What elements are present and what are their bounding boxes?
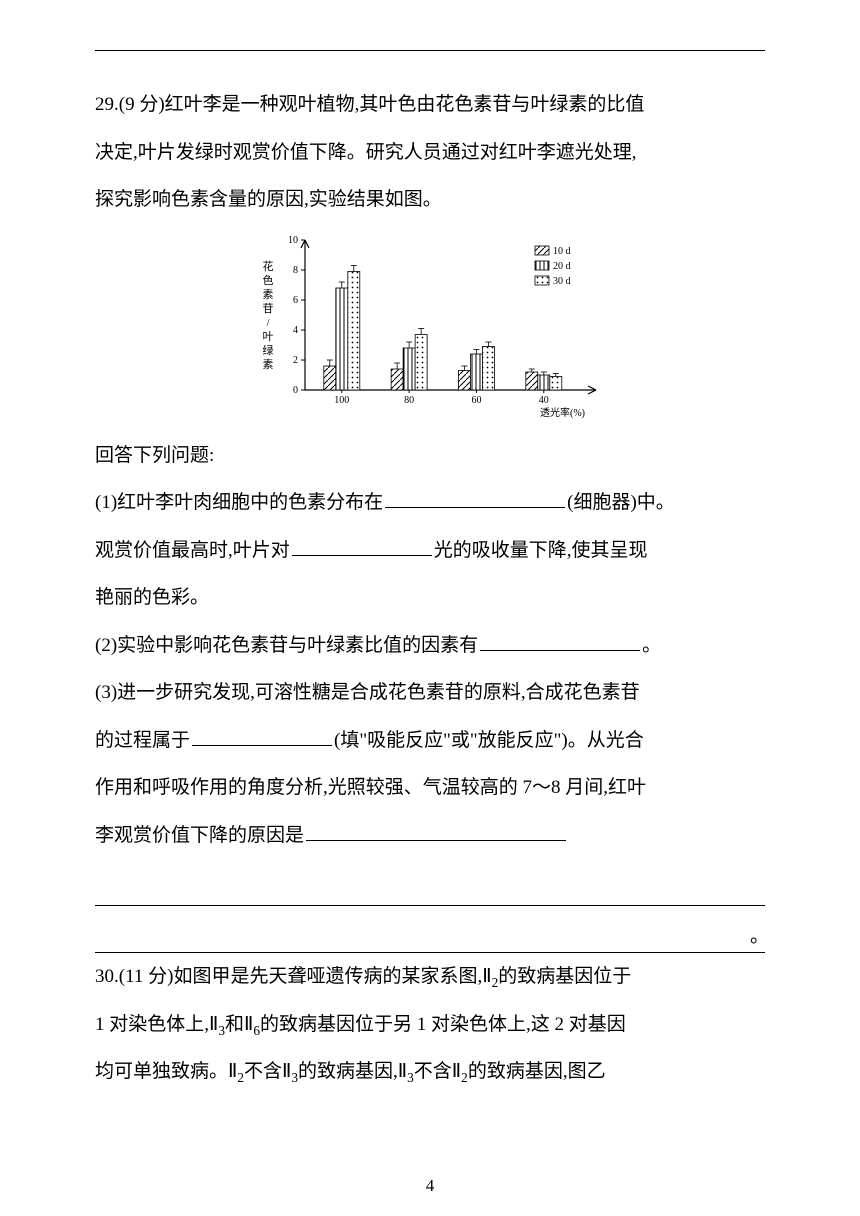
- svg-text:素: 素: [263, 358, 274, 371]
- q30-l3c: 的致病基因,Ⅱ: [298, 1061, 407, 1082]
- q29-p3-line2: 的过程属于 (填"吸能反应"或"放能反应")。从光合: [95, 717, 765, 765]
- q29-intro-1: 29.(9 分)红叶李是一种观叶植物,其叶色由花色素苷与叶绿素的比值: [95, 81, 765, 129]
- q29-p1-end: 艳丽的色彩。: [95, 574, 765, 622]
- svg-text:色: 色: [263, 273, 274, 287]
- svg-text:40: 40: [539, 395, 549, 406]
- blank-reason-line1: [95, 859, 765, 906]
- q30-line2: 1 对染色体上,Ⅱ3和Ⅱ6的致病基因位于另 1 对染色体上,这 2 对基因: [95, 1001, 765, 1049]
- svg-text:叶: 叶: [263, 330, 274, 343]
- svg-text:8: 8: [293, 265, 298, 276]
- svg-text:/: /: [266, 317, 270, 329]
- q29-p1-cont: 观赏价值最高时,叶片对 光的吸收量下降,使其呈现: [95, 527, 765, 575]
- q30-l3b: 不含Ⅱ: [244, 1061, 291, 1082]
- svg-text:60: 60: [471, 395, 481, 406]
- blank-factors: [480, 632, 640, 651]
- q30-l2c: 的致病基因位于另 1 对染色体上,这 2 对基因: [260, 1014, 626, 1035]
- svg-text:80: 80: [404, 395, 414, 406]
- q30-line3: 均可单独致病。Ⅱ2不含Ⅱ3的致病基因,Ⅱ3不含Ⅱ2的致病基因,图乙: [95, 1048, 765, 1096]
- q29-p3-line4: 李观赏价值下降的原因是: [95, 812, 765, 860]
- document-body: 29.(9 分)红叶李是一种观叶植物,其叶色由花色素苷与叶绿素的比值 决定,叶片…: [95, 81, 765, 1096]
- svg-text:20 d: 20 d: [553, 261, 571, 272]
- svg-text:花: 花: [263, 260, 274, 273]
- q30-l3a: 均可单独致病。Ⅱ: [95, 1061, 237, 1082]
- q29-p3-d: 作用和呼吸作用的角度分析,光照较强、气温较高的 7～8 月间,红叶: [95, 764, 765, 812]
- q30-l3d: 不含Ⅱ: [414, 1061, 461, 1082]
- q29-p1-b: (细胞器)中。: [567, 492, 675, 513]
- q29-p3-e: 李观赏价值下降的原因是: [95, 825, 304, 846]
- svg-text:4: 4: [293, 325, 298, 336]
- svg-text:绿: 绿: [263, 343, 274, 357]
- bar-chart: 0246810花色素苷/叶绿素100806040透光率(%)10 d20 d30…: [250, 230, 610, 420]
- q30-l1a: 30.(11 分)如图甲是先天聋哑遗传病的某家系图,Ⅱ: [95, 966, 492, 987]
- q29-p2-b: 。: [642, 635, 661, 656]
- q29-p2: (2)实验中影响花色素苷与叶绿素比值的因素有 。: [95, 622, 765, 670]
- q30-l2b: 和Ⅱ: [225, 1014, 253, 1035]
- q30-l3e: 的致病基因,图乙: [468, 1061, 606, 1082]
- svg-text:0: 0: [293, 385, 298, 396]
- svg-text:苷: 苷: [263, 301, 274, 315]
- svg-text:2: 2: [293, 355, 298, 366]
- q29-p3-b: 的过程属于: [95, 730, 190, 751]
- page-number: 4: [0, 1177, 860, 1194]
- blank-reaction: [192, 727, 332, 746]
- q29-intro-3: 探究影响色素含量的原因,实验结果如图。: [95, 176, 765, 224]
- q29-p3-c: (填"吸能反应"或"放能反应")。从光合: [334, 730, 644, 751]
- q29-p2-a: (2)实验中影响花色素苷与叶绿素比值的因素有: [95, 635, 478, 656]
- q29-answer-header: 回答下列问题:: [95, 432, 765, 480]
- svg-text:素: 素: [263, 288, 274, 301]
- q29-p1: (1)红叶李叶肉细胞中的色素分布在 (细胞器)中。: [95, 479, 765, 527]
- svg-text:100: 100: [334, 395, 349, 406]
- chart-svg: 0246810花色素苷/叶绿素100806040透光率(%)10 d20 d30…: [250, 230, 610, 420]
- q29-p3-a: (3)进一步研究发现,可溶性糖是合成花色素苷的原料,合成花色素苷: [95, 669, 765, 717]
- q30-sub6: 3: [407, 1070, 414, 1085]
- q30-sub7: 2: [461, 1070, 468, 1085]
- q29-p1-a: (1)红叶李叶肉细胞中的色素分布在: [95, 492, 383, 513]
- svg-text:30 d: 30 d: [553, 276, 571, 287]
- q30-l1b: 的致病基因位于: [498, 966, 631, 987]
- q30-l2a: 1 对染色体上,Ⅱ: [95, 1014, 218, 1035]
- q29-intro-2: 决定,叶片发绿时观赏价值下降。研究人员通过对红叶李遮光处理,: [95, 129, 765, 177]
- svg-text:透光率(%): 透光率(%): [540, 406, 585, 419]
- q29-p1-d: 光的吸收量下降,使其呈现: [434, 540, 648, 561]
- q30-line1: 30.(11 分)如图甲是先天聋哑遗传病的某家系图,Ⅱ2的致病基因位于: [95, 953, 765, 1001]
- svg-text:6: 6: [293, 295, 298, 306]
- svg-text:10: 10: [288, 235, 298, 246]
- blank-light: [292, 537, 432, 556]
- blank-reason-line2: [95, 906, 765, 953]
- svg-text:10 d: 10 d: [553, 246, 571, 257]
- chart-wrapper: 0246810花色素苷/叶绿素100806040透光率(%)10 d20 d30…: [95, 230, 765, 420]
- top-rule: [95, 50, 765, 51]
- blank-organelle: [385, 489, 565, 508]
- blank-reason-inline: [306, 822, 566, 841]
- q29-p1-c: 观赏价值最高时,叶片对: [95, 540, 290, 561]
